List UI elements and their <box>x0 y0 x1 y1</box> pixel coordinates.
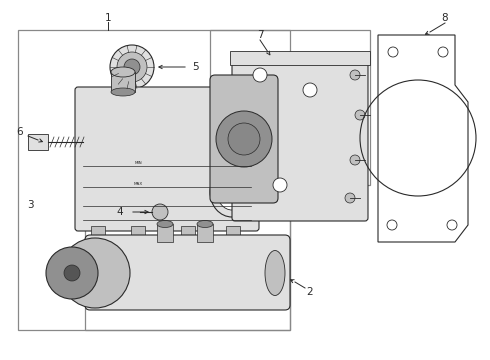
Circle shape <box>253 68 267 82</box>
Bar <box>131 226 145 240</box>
Circle shape <box>152 204 168 220</box>
Circle shape <box>345 193 355 203</box>
Bar <box>85 175 290 330</box>
Bar <box>230 51 370 65</box>
Circle shape <box>110 45 154 89</box>
Ellipse shape <box>197 220 213 228</box>
Text: 1: 1 <box>105 13 111 23</box>
FancyBboxPatch shape <box>249 135 277 196</box>
Circle shape <box>117 52 147 82</box>
FancyBboxPatch shape <box>75 87 259 231</box>
Circle shape <box>60 238 130 308</box>
Circle shape <box>216 111 272 167</box>
Text: 5: 5 <box>192 62 198 72</box>
Ellipse shape <box>210 167 254 217</box>
Circle shape <box>228 123 260 155</box>
Bar <box>226 226 240 240</box>
Bar <box>197 224 213 242</box>
Ellipse shape <box>111 67 135 77</box>
Text: 8: 8 <box>441 13 448 23</box>
Circle shape <box>46 247 98 299</box>
Circle shape <box>350 70 360 80</box>
Circle shape <box>64 265 80 281</box>
Bar <box>157 224 173 242</box>
Text: 6: 6 <box>17 127 24 137</box>
Bar <box>181 226 195 240</box>
Bar <box>28 134 48 150</box>
Text: 7: 7 <box>257 30 263 40</box>
Bar <box>18 30 290 330</box>
FancyBboxPatch shape <box>85 235 290 310</box>
Bar <box>91 226 105 240</box>
Ellipse shape <box>217 174 247 210</box>
Circle shape <box>355 110 365 120</box>
Text: 2: 2 <box>307 287 313 297</box>
Circle shape <box>273 178 287 192</box>
Ellipse shape <box>265 251 285 296</box>
Circle shape <box>303 83 317 97</box>
FancyBboxPatch shape <box>232 55 368 221</box>
Circle shape <box>124 59 140 75</box>
Bar <box>210 30 370 185</box>
Text: 3: 3 <box>26 200 33 210</box>
Text: MAX: MAX <box>133 181 143 186</box>
Ellipse shape <box>111 88 135 96</box>
Text: 4: 4 <box>117 207 123 217</box>
FancyBboxPatch shape <box>210 75 278 203</box>
Bar <box>111 72 135 92</box>
Ellipse shape <box>157 220 173 228</box>
Text: MIN: MIN <box>134 161 142 165</box>
Circle shape <box>350 155 360 165</box>
